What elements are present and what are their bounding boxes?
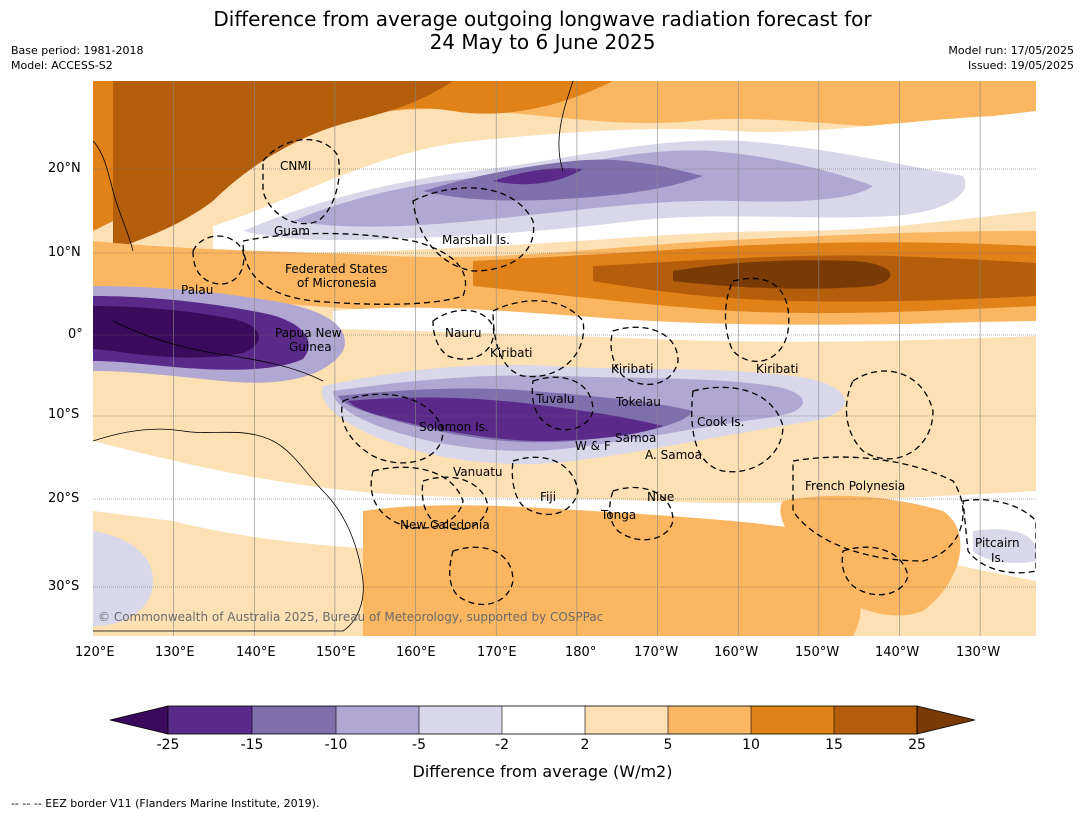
cb-tick-6: 2 <box>580 737 590 753</box>
anomaly-zone-equator-white <box>333 307 1036 342</box>
lon-tick-170e: 170°E <box>477 645 517 660</box>
lon-tick-130w: 130°W <box>956 645 1001 660</box>
chart-title: Difference from average outgoing longwav… <box>0 8 1085 54</box>
anomaly-zone-west-darkest <box>93 306 260 358</box>
place-tuvalu: Tuvalu <box>535 392 575 406</box>
place-png-line1: Papua New <box>275 326 342 340</box>
lon-tick-140e: 140°E <box>236 645 276 660</box>
place-fiji: Fiji <box>540 490 556 504</box>
anomaly-zone-south-deep-purple <box>348 397 663 441</box>
colorbar-bin-8 <box>751 706 834 734</box>
place-png-line2: Guinea <box>289 340 332 354</box>
place-marshall-is: Marshall Is. <box>442 233 510 247</box>
model-run: Model run: 17/05/2025 <box>948 44 1074 57</box>
place-vanuatu: Vanuatu <box>453 465 503 479</box>
anomaly-zone-southeast-orange <box>780 495 961 616</box>
coastlines <box>93 81 574 632</box>
place-new-caledonia: New Caledonia <box>400 518 490 532</box>
lat-tick-10s: 10°S <box>48 407 80 422</box>
colorbar-outline <box>167 705 918 735</box>
cb-tick-5: -2 <box>495 737 509 753</box>
lat-tick-20n: 20°N <box>48 161 81 176</box>
cb-tick-3: -10 <box>324 737 348 753</box>
lon-tick-160e: 160°E <box>396 645 436 660</box>
colorbar-bin-1 <box>168 706 252 734</box>
place-kiribati-east: Kiribati <box>756 362 798 376</box>
place-cnmi: CNMI <box>280 159 311 173</box>
colorbar-bin-2 <box>252 706 336 734</box>
place-labels: CNMI Guam Marshall Is. Federated States … <box>181 159 1020 565</box>
place-pitcairn-line1: Pitcairn <box>975 536 1020 550</box>
anomaly-zone-south-orange <box>363 505 861 636</box>
lon-tick-150w: 150°W <box>795 645 840 660</box>
title-line-2: 24 May to 6 June 2025 <box>429 30 656 54</box>
place-tonga: Tonga <box>600 508 636 522</box>
place-samoa: Samoa <box>615 431 656 445</box>
colorbar <box>109 705 976 735</box>
title-line-1: Difference from average outgoing longwav… <box>213 7 872 31</box>
colorbar-bin-3 <box>336 706 419 734</box>
olr-anomaly-map: © Commonwealth of Australia 2025, Bureau… <box>93 81 1036 636</box>
place-wallis-futuna: W & F <box>575 439 611 453</box>
colorbar-bin-7 <box>668 706 751 734</box>
place-fsm-line1: Federated States <box>285 262 387 276</box>
cb-tick-10: 25 <box>908 737 926 753</box>
cb-tick-7: 5 <box>663 737 673 753</box>
eez-borders <box>192 138 1036 605</box>
lat-tick-0: 0° <box>68 327 83 342</box>
base-period: Base period: 1981-2018 <box>11 44 144 57</box>
colorbar-bin-4 <box>419 706 502 734</box>
cb-tick-2: -15 <box>240 737 264 753</box>
footnote: -- -- -- EEZ border V11 (Flanders Marine… <box>11 797 320 810</box>
colorbar-label: Difference from average (W/m2) <box>412 762 673 781</box>
colorbar-dividers <box>251 706 835 734</box>
meta-left: Base period: 1981-2018 Model: ACCESS-S2 <box>11 43 143 73</box>
lon-tick-170w: 170°W <box>634 645 679 660</box>
gridlines <box>173 81 981 636</box>
lon-tick-120e: 120°E <box>75 645 115 660</box>
colorbar-bin-6 <box>585 706 668 734</box>
lon-tick-labels: 120°E 130°E 140°E 150°E 160°E 170°E 180°… <box>0 645 1085 665</box>
cb-tick-1: -25 <box>156 737 180 753</box>
colorbar-bin-9 <box>834 706 917 734</box>
place-solomon-is: Solomon Is. <box>419 420 489 434</box>
cb-tick-8: 10 <box>742 737 760 753</box>
lon-tick-160w: 160°W <box>714 645 759 660</box>
lon-tick-140w: 140°W <box>875 645 920 660</box>
lon-tick-150e: 150°E <box>316 645 356 660</box>
place-tokelau: Tokelau <box>615 395 661 409</box>
copyright-notice: © Commonwealth of Australia 2025, Bureau… <box>98 610 603 624</box>
place-french-polynesia: French Polynesia <box>805 479 905 493</box>
anomaly-zone-equatorial-darkest <box>673 260 891 289</box>
cb-tick-4: -5 <box>412 737 426 753</box>
anomaly-zone-north-brown <box>113 81 453 251</box>
lat-tick-20s: 20°S <box>48 491 80 506</box>
place-nauru: Nauru <box>445 326 481 340</box>
colorbar-bin-5 <box>502 706 585 734</box>
place-guam: Guam <box>274 224 310 238</box>
anomaly-zone-north-deep-purple <box>493 168 583 185</box>
lat-tick-10n: 10°N <box>48 245 81 260</box>
place-american-samoa: A. Samoa <box>645 448 702 462</box>
colorbar-extend-high <box>916 705 976 735</box>
issued-date: Issued: 19/05/2025 <box>967 59 1074 72</box>
anomaly-zone-pitcairn-lavender <box>973 529 1036 563</box>
anomaly-zone-southwest-lavender <box>93 531 153 626</box>
meta-right: Model run: 17/05/2025 Issued: 19/05/2025 <box>948 43 1074 73</box>
place-palau: Palau <box>181 283 213 297</box>
lon-tick-130e: 130°E <box>155 645 195 660</box>
place-fsm-line2: of Micronesia <box>297 276 377 290</box>
place-cook-is: Cook Is. <box>697 415 744 429</box>
place-niue: Niue <box>647 490 674 504</box>
model-name: Model: ACCESS-S2 <box>11 59 113 72</box>
lat-tick-30s: 30°S <box>48 579 80 594</box>
colorbar-extend-low <box>109 705 169 735</box>
lon-tick-180: 180° <box>565 645 597 660</box>
colorbar-ticks: -25 -15 -10 -5 -2 2 5 10 15 25 <box>0 737 1085 757</box>
cb-tick-9: 15 <box>825 737 843 753</box>
place-pitcairn-line2: Is. <box>991 551 1005 565</box>
place-kiribati-west: Kiribati <box>490 346 532 360</box>
place-kiribati-central: Kiribati <box>611 362 653 376</box>
